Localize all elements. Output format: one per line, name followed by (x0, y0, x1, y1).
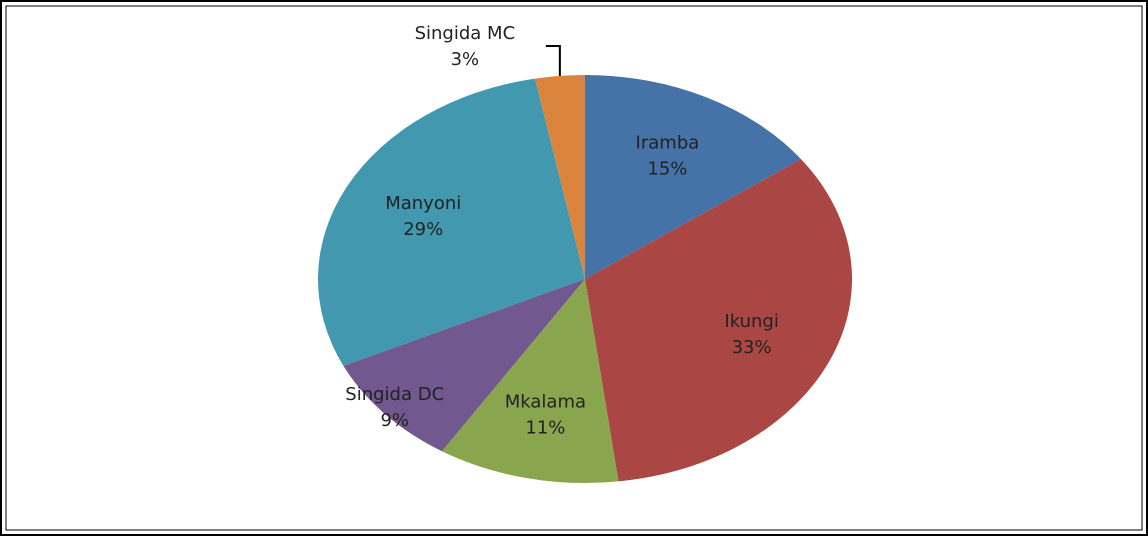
data-label: Manyoni 29% (385, 193, 461, 240)
pie-slice (585, 159, 852, 482)
pie: Iramba 15% Ikungi 33% Mkalama 11% Singida DC 9%… (317, 23, 852, 483)
category-label: Singida DC (345, 384, 444, 405)
data-label: Singida MC 3% (415, 23, 516, 70)
pie-slice (317, 78, 585, 366)
value-label: 9% (380, 410, 409, 431)
value-label: 15% (647, 158, 687, 179)
category-label: Manyoni (385, 193, 461, 214)
category-label: Singida MC (415, 23, 516, 44)
pie-slice (585, 75, 802, 279)
data-label: Ikungi 33% (724, 311, 778, 358)
value-label: 29% (403, 219, 443, 240)
category-label: Iramba (636, 132, 700, 153)
category-label: Mkalama (505, 391, 586, 412)
data-label: Mkalama 11% (505, 391, 586, 438)
value-label: 11% (525, 417, 565, 438)
value-label: 3% (451, 49, 480, 70)
pie-slice (441, 279, 619, 483)
pie-slice (343, 279, 585, 452)
value-label: 33% (732, 337, 772, 358)
leader-line (545, 45, 561, 76)
data-label: Singida DC 9% (345, 384, 444, 431)
data-label: Iramba 15% (636, 132, 700, 179)
inner-frame (5, 5, 1143, 531)
category-label: Ikungi (724, 311, 778, 332)
pie-slice (534, 75, 585, 279)
